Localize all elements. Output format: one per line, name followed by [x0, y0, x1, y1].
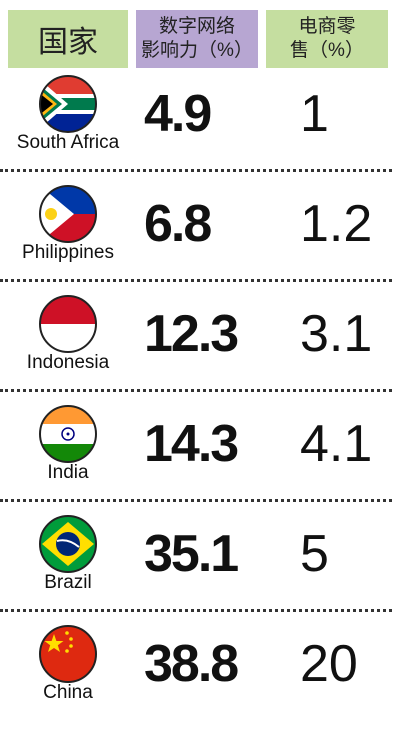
- table-row: Indonesia 12.3 3.1: [0, 290, 403, 400]
- table-row: India 14.3 4.1: [0, 400, 403, 510]
- ecommerce-retail: 1.2: [300, 195, 373, 253]
- separator: [0, 609, 392, 612]
- country-name: South Africa: [16, 132, 120, 153]
- ecommerce-retail: 4.1: [300, 415, 373, 473]
- digital-influence: 4.9: [144, 85, 212, 143]
- flag-brazil: [39, 515, 97, 573]
- header-cell: 数字网络影响力（%）: [136, 10, 258, 68]
- ecommerce-retail: 5: [300, 525, 329, 583]
- separator: [0, 169, 392, 172]
- table-row: Brazil 35.1 5: [0, 510, 403, 620]
- header-text: 电商零: [298, 16, 356, 37]
- table-row: China 38.8 20: [0, 620, 403, 730]
- digital-influence: 12.3: [144, 305, 239, 363]
- flag-indonesia: [39, 295, 97, 353]
- country-name: Philippines: [22, 242, 114, 263]
- country-name: Indonesia: [26, 352, 110, 373]
- separator: [0, 499, 392, 502]
- digital-influence: 6.8: [144, 195, 212, 253]
- header-text: 数字网络: [158, 16, 235, 37]
- header-text: 国家: [38, 26, 98, 59]
- country-name: Brazil: [44, 572, 92, 593]
- header-cell: 国家: [8, 10, 128, 68]
- ecommerce-retail: 3.1: [300, 305, 373, 363]
- digital-influence: 35.1: [144, 525, 239, 583]
- header-text: 售（%）: [290, 40, 364, 61]
- country-name: China: [43, 682, 93, 703]
- ecommerce-retail: 1: [300, 85, 329, 143]
- digital-influence: 14.3: [144, 415, 239, 473]
- separator: [0, 389, 392, 392]
- digital-influence: 38.8: [144, 635, 239, 693]
- separator: [0, 279, 392, 282]
- country-name: India: [47, 462, 89, 483]
- header-cell: 电商零售（%）: [266, 10, 388, 68]
- flag-india: [39, 405, 97, 463]
- table-row: Philippines 6.8 1.2: [0, 180, 403, 290]
- flag-philippines: [39, 185, 97, 243]
- flag-south-africa: [39, 75, 97, 133]
- ecommerce-retail: 20: [300, 635, 358, 693]
- flag-china: [39, 625, 97, 683]
- header-text: 影响力（%）: [141, 40, 253, 61]
- table-row: South Africa 4.9 1: [0, 70, 403, 180]
